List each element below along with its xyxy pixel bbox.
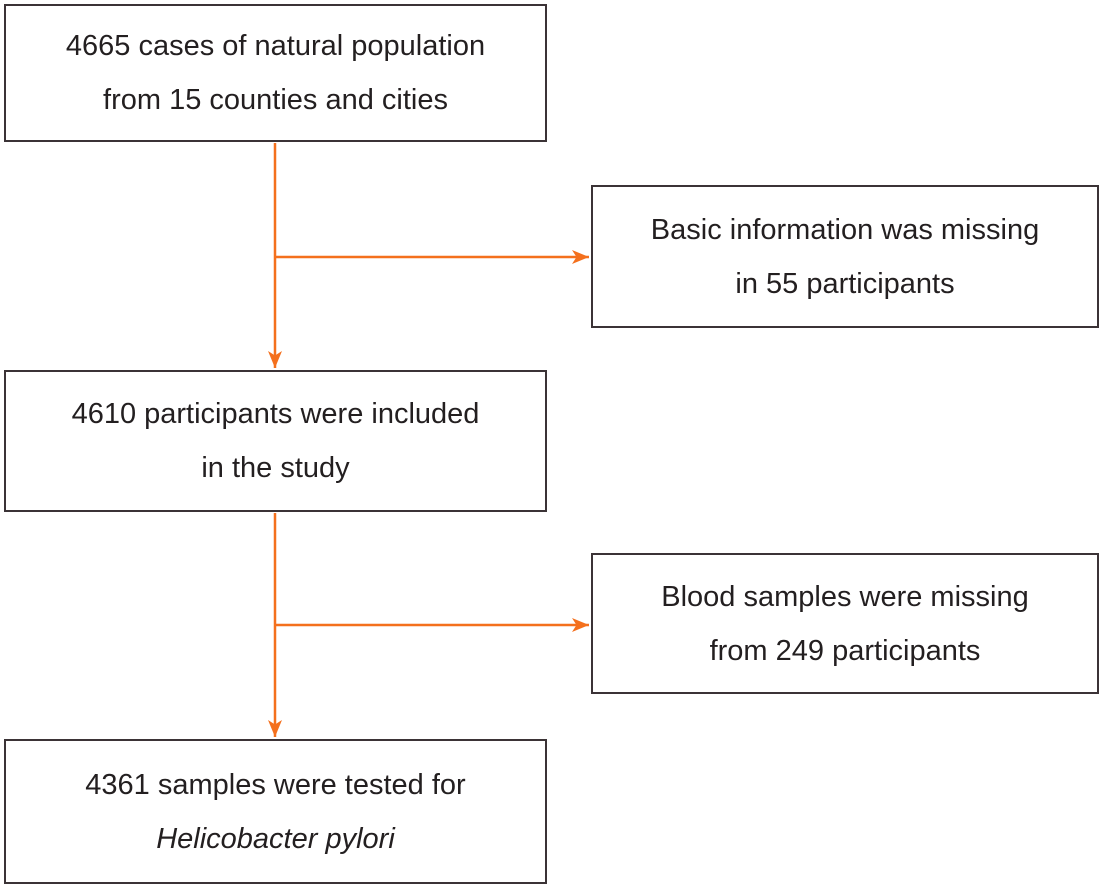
node-population-line1: 4665 cases of natural population bbox=[65, 30, 486, 62]
node-tested-line1: 4361 samples were tested for bbox=[85, 768, 466, 801]
node-exclusion-missing-info-line1: Basic information was missing bbox=[650, 213, 1040, 246]
node-exclusion-missing-info-line2: in 55 participants bbox=[735, 267, 955, 300]
node-population-line2: from 15 counties and cities bbox=[103, 84, 448, 116]
node-included-line1: 4610 participants were included bbox=[71, 398, 480, 430]
node-tested-line2-species: Helicobacter pylori bbox=[156, 822, 395, 855]
node-exclusion-missing-blood: Blood samples were missing from 249 part… bbox=[591, 553, 1099, 694]
node-tested: 4361 samples were tested for Helicobacte… bbox=[4, 739, 547, 884]
node-population: 4665 cases of natural population from 15… bbox=[4, 4, 547, 142]
node-exclusion-missing-blood-line2: from 249 participants bbox=[709, 634, 981, 667]
node-exclusion-missing-info: Basic information was missing in 55 part… bbox=[591, 185, 1099, 328]
node-included: 4610 participants were included in the s… bbox=[4, 370, 547, 512]
node-included-line2: in the study bbox=[201, 452, 350, 484]
node-exclusion-missing-blood-line1: Blood samples were missing bbox=[661, 580, 1029, 613]
